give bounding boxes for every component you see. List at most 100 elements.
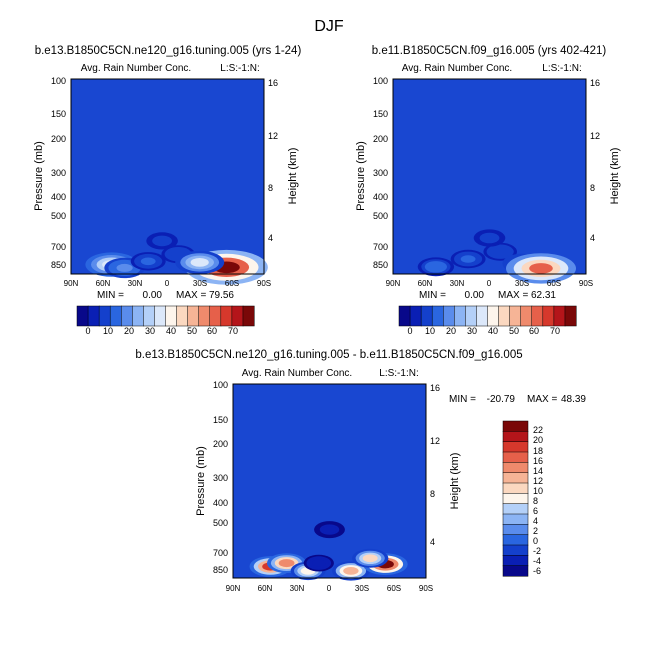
panel-3-colorbar-label: -6 <box>533 566 541 576</box>
panel-1-x-tick: 30N <box>128 279 143 288</box>
colorbar-swatch <box>165 305 178 327</box>
panel-1-y-tick: 700 <box>51 242 66 252</box>
panel-2-y-tick: 300 <box>373 168 388 178</box>
colorbar-swatch <box>531 305 544 327</box>
panel-1-title: b.e13.B1850C5CN.ne120_g16.tuning.005 (yr… <box>35 45 302 57</box>
panel-1-colorbar-label: 10 <box>103 326 113 336</box>
panel-3-subtitle-left: Avg. Rain Number Conc. <box>242 368 352 379</box>
field-background <box>233 384 426 578</box>
panel-1-y-tick: 300 <box>51 168 66 178</box>
panel-1-y-tick: 100 <box>51 76 66 86</box>
panel-1-colorbar-labels: 0 10 20 30 40 50 60 70 <box>85 326 238 336</box>
panel-2-y-ticks: 100 150 200 300 400 500 700 850 <box>373 76 388 270</box>
panel-2-field <box>393 79 586 284</box>
field-contour <box>190 258 209 267</box>
panel-3-subtitle-right: L:S:-1:N: <box>379 368 418 379</box>
panel-2-y-tick: 700 <box>373 242 388 252</box>
colorbar-swatch <box>502 420 529 432</box>
panel-3-x-tick: 30N <box>290 584 305 593</box>
colorbar-swatch <box>502 513 529 525</box>
panel-2-subtitle-left: Avg. Rain Number Conc. <box>402 63 512 74</box>
panel-1-x-tick: 90N <box>64 279 79 288</box>
panel-2-y-tick: 400 <box>373 192 388 202</box>
panel-3-colorbar-label: 14 <box>533 466 543 476</box>
field-contour <box>529 263 553 274</box>
panel-1-height-tick: 4 <box>268 233 273 243</box>
field-contour <box>155 237 169 245</box>
field-contour <box>482 234 497 242</box>
panel-1-height-tick: 8 <box>268 183 273 193</box>
panel-3-min-value: -20.79 <box>487 394 516 405</box>
panel-2-x-tick: 60N <box>418 279 433 288</box>
panel-1-y-ticks: 100 150 200 300 400 500 700 850 <box>51 76 66 270</box>
colorbar-swatch <box>454 305 466 327</box>
panel-2-height-tick: 12 <box>590 131 600 141</box>
panel-3-x-tick: 0 <box>327 584 332 593</box>
panel-3-colorbar-label: 8 <box>533 496 538 506</box>
panel-1-x-tick: 60S <box>225 279 239 288</box>
field-contour <box>312 559 326 567</box>
panel-1-max-value: 79.56 <box>209 290 234 301</box>
panel-3-colorbar-label: -4 <box>533 556 541 566</box>
panel-1-x-tick: 60N <box>96 279 111 288</box>
panel-1-height-tick: 12 <box>268 131 278 141</box>
colorbar-swatch <box>502 503 529 515</box>
panel-1-plot-frame <box>70 78 265 275</box>
panel-2-plot-frame <box>392 78 587 275</box>
panel-3-y-label: Pressure (mb) <box>195 446 207 516</box>
panel-3-colorbar-label: 18 <box>533 446 543 456</box>
field-contour <box>343 567 359 575</box>
panel-2-colorbar-labels: 0 10 20 30 40 50 60 70 <box>407 326 560 336</box>
panel-3-y-tick: 400 <box>213 498 228 508</box>
panel-2-max-label: MAX = <box>498 290 528 301</box>
colorbar-swatch <box>187 305 200 327</box>
panel-3-colorbar-labels: 22 20 18 16 14 12 10 8 6 4 2 0 -2 -4 -6 <box>533 425 543 576</box>
panel-1-field <box>71 79 268 285</box>
panel-3-y-tick: 100 <box>213 380 228 390</box>
panel-3-colorbar-label: 4 <box>533 516 538 526</box>
colorbar-swatch <box>502 493 529 505</box>
colorbar-swatch <box>154 305 167 327</box>
panel-1-plot-area <box>70 78 268 285</box>
panel-1-subtitle-right: L:S:-1:N: <box>220 63 259 74</box>
panel-2-y-label: Pressure (mb) <box>355 141 367 211</box>
field-contour <box>362 554 378 563</box>
panel-1-height-tick: 16 <box>268 78 278 88</box>
colorbar-swatch <box>487 305 500 327</box>
colorbar-swatch <box>109 305 122 327</box>
panel-2-colorbar-label: 60 <box>529 326 539 336</box>
colorbar-swatch <box>553 305 566 327</box>
panel-3-colorbar-label: 16 <box>533 456 543 466</box>
panel-1-x-tick: 30S <box>193 279 207 288</box>
panel-3-title: b.e13.B1850C5CN.ne120_g16.tuning.005 - b… <box>135 349 522 361</box>
colorbar-swatch <box>443 305 455 327</box>
panel-3-colorbar-label: 6 <box>533 506 538 516</box>
panel-3-x-tick: 60N <box>258 584 273 593</box>
panel-2-y-tick: 100 <box>373 76 388 86</box>
colorbar-swatch <box>502 534 529 546</box>
panel-3-x-tick: 30S <box>355 584 369 593</box>
colorbar-swatch <box>87 305 100 327</box>
colorbar-swatch <box>502 565 529 577</box>
panel-2-x-tick: 30N <box>450 279 465 288</box>
panel-2-x-ticks: 90N 60N 30N 0 30S 60S 90S <box>386 279 593 288</box>
colorbar-swatch <box>542 305 555 327</box>
panel-2-y-right-label: Height (km) <box>609 148 621 205</box>
panel-3-plot-frame <box>232 383 427 579</box>
colorbar-swatch <box>398 305 411 327</box>
panel-2-y-tick: 200 <box>373 134 388 144</box>
colorbar-swatch <box>502 451 529 463</box>
panel-2-x-tick: 90S <box>579 279 593 288</box>
panel-2-y-tick: 500 <box>373 211 388 221</box>
panel-2-colorbar <box>398 305 577 327</box>
panel-1-colorbar-label: 40 <box>166 326 176 336</box>
panel-2-colorbar-label: 10 <box>425 326 435 336</box>
panel-1-y-tick: 200 <box>51 134 66 144</box>
panel-1-y-right-ticks: 16 12 8 4 <box>268 78 278 243</box>
panel-3-y-tick: 150 <box>213 415 228 425</box>
panel-1-min-label: MIN = <box>97 290 124 301</box>
panel-1-colorbar <box>76 305 255 327</box>
panel-2-plot-area <box>392 78 587 284</box>
panel-3-max-value: 48.39 <box>561 394 586 405</box>
panel-3-height-tick: 12 <box>430 436 440 446</box>
